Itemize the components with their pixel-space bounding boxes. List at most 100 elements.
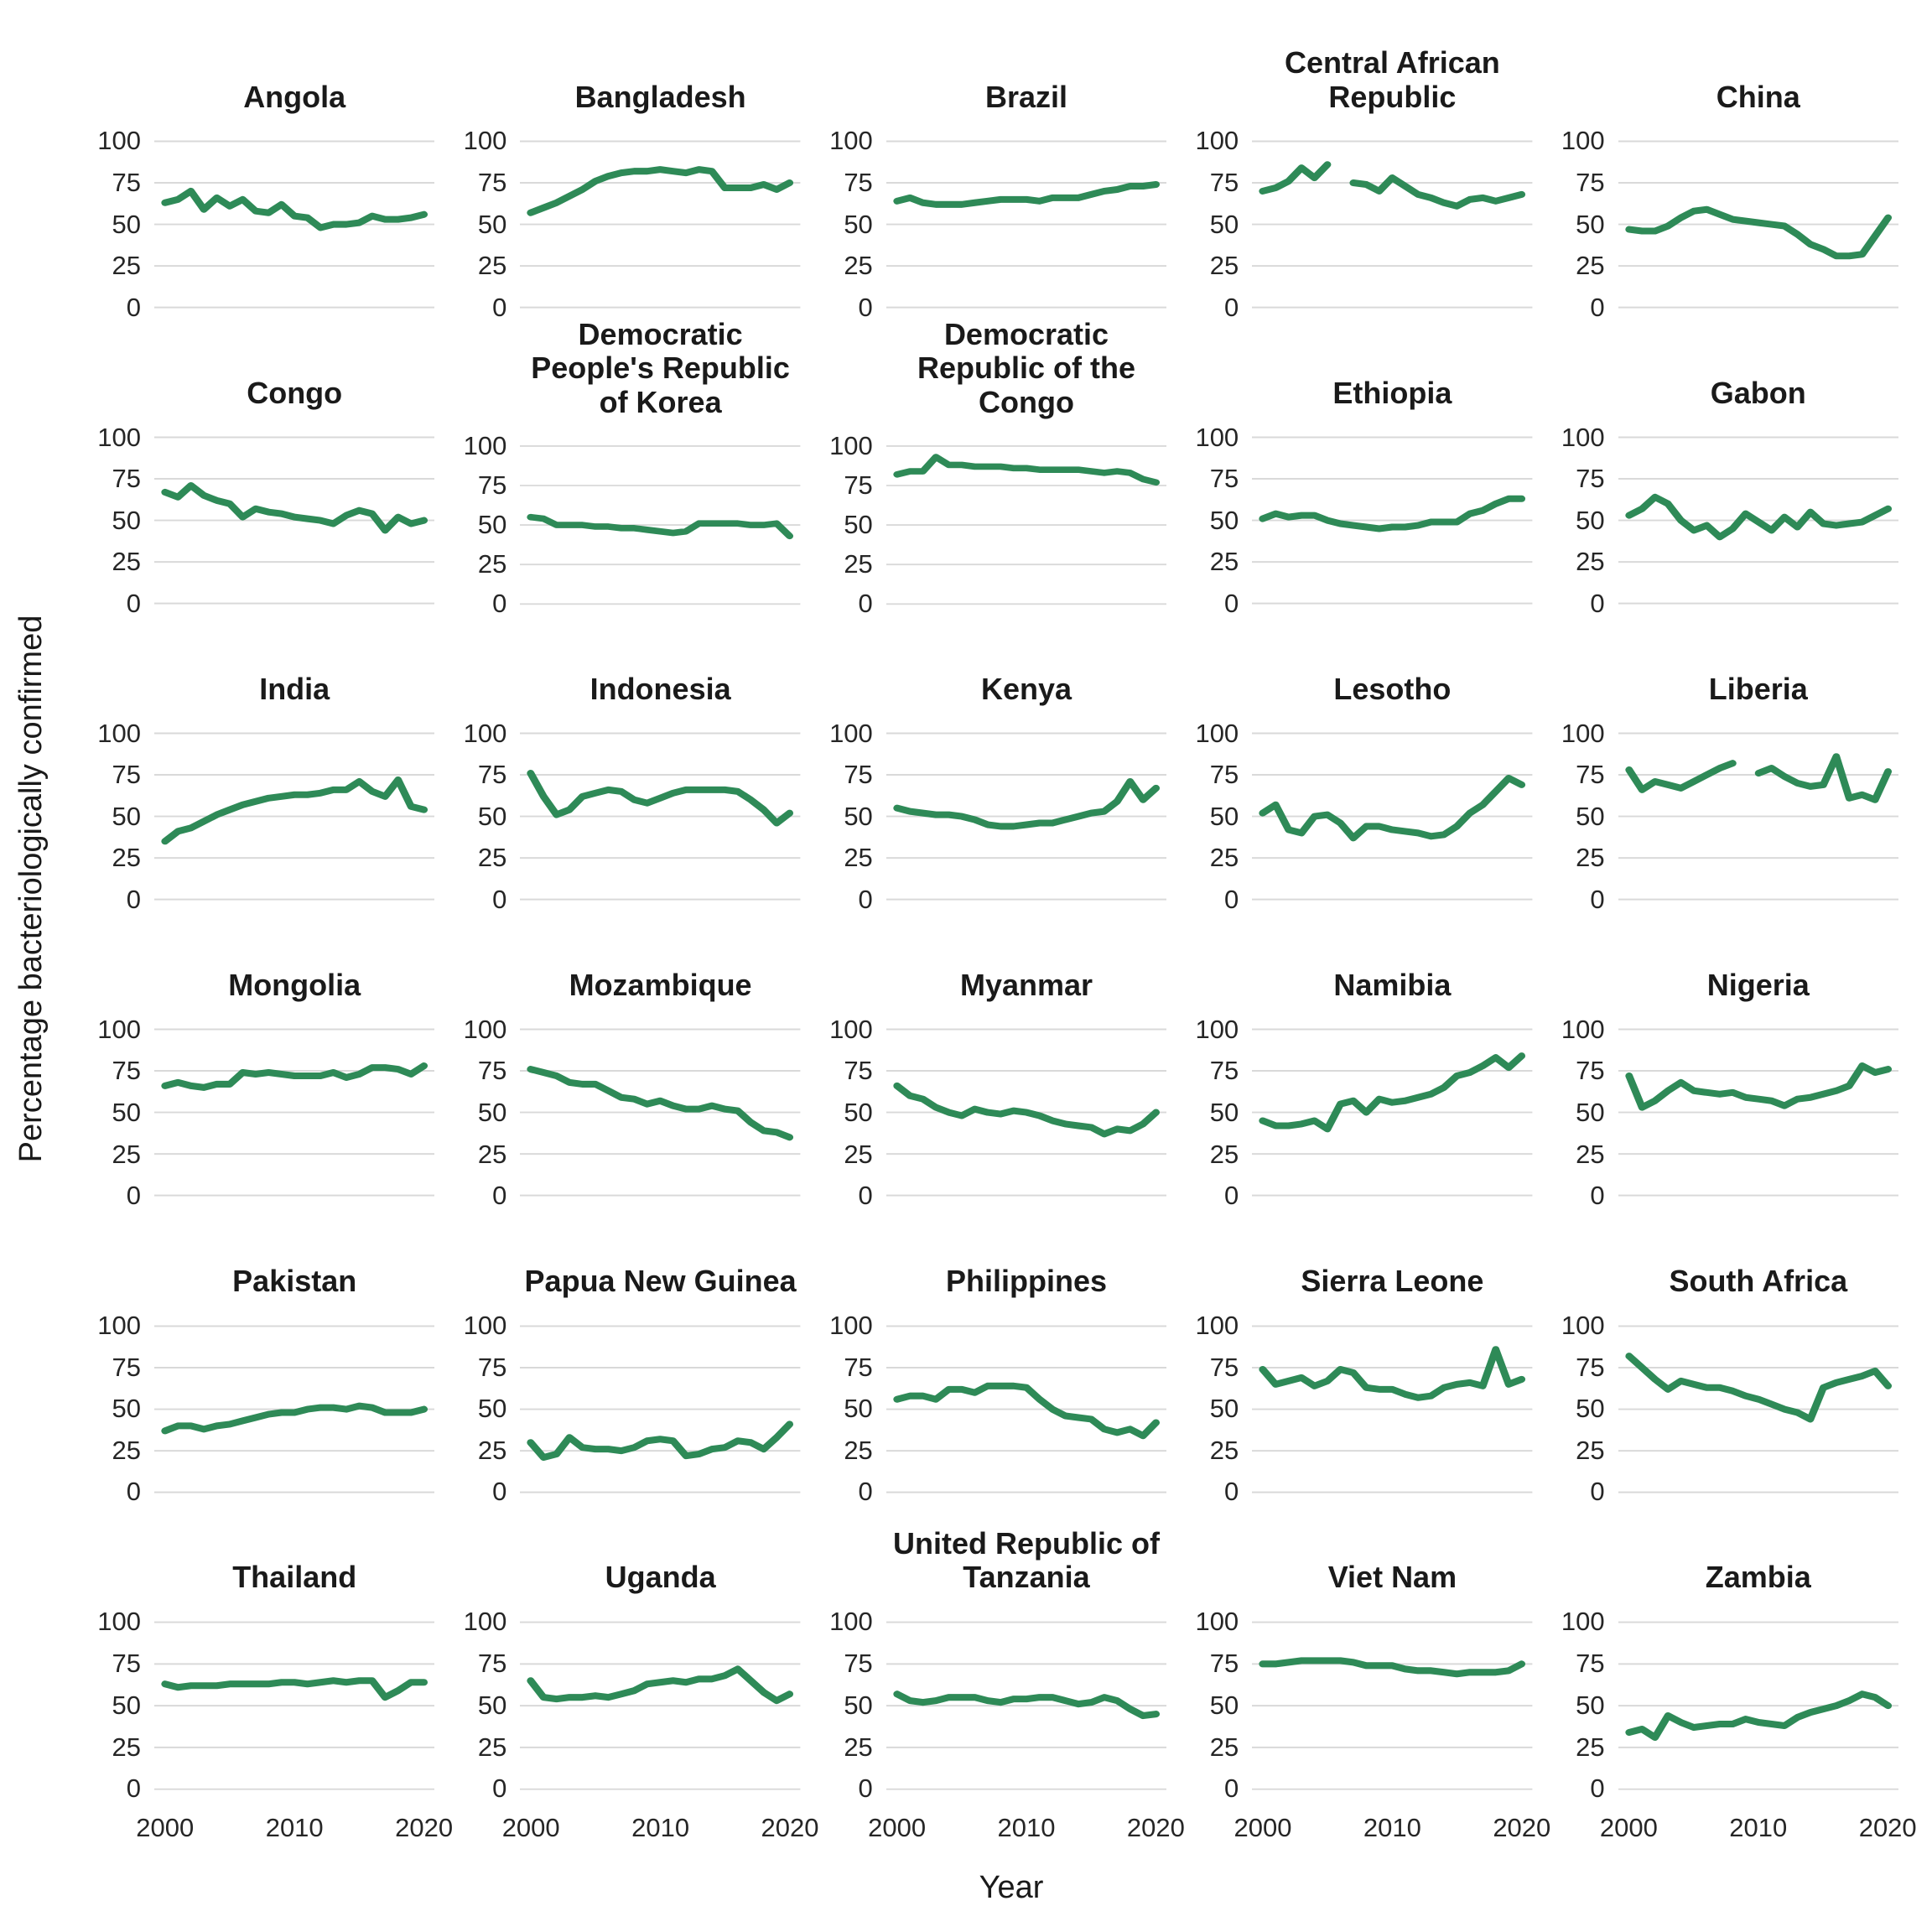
y-axis-ticks: 0 25 50 75 100 <box>439 1015 520 1210</box>
y-tick-label: 0 <box>126 884 141 914</box>
y-tick-label: 50 <box>844 510 873 540</box>
facet-plot-area: 0 25 50 75 100 <box>806 126 1167 322</box>
facet-sierra-leone: Sierra Leone 0 25 50 75 100 <box>1171 1207 1533 1506</box>
plot-panel <box>520 436 801 614</box>
line-chart <box>1618 1325 1898 1493</box>
data-line <box>1624 1062 1892 1112</box>
line-chart <box>1252 732 1533 901</box>
x-tick-label: 2010 <box>265 1813 324 1842</box>
y-tick-label: 25 <box>1576 1435 1605 1465</box>
line-chart <box>886 1621 1167 1790</box>
facet-democratic-republic-of-the-congo: Democratic Republic of the Congo 0 25 50 75… <box>806 317 1167 618</box>
line-chart <box>154 1325 435 1493</box>
y-tick-label: 100 <box>1561 422 1605 452</box>
y-tick-label: 25 <box>1576 843 1605 873</box>
plot-panel <box>1618 1612 1898 1800</box>
y-tick-label: 25 <box>477 1435 507 1465</box>
y-tick-label: 75 <box>112 168 141 198</box>
facet-title: Papua New Guinea <box>524 1264 797 1299</box>
plot-panel <box>886 1316 1167 1503</box>
facet-title: Viet Nam <box>1327 1560 1457 1595</box>
line-chart <box>520 732 801 901</box>
y-tick-label: 0 <box>492 1477 507 1507</box>
y-tick-label: 25 <box>112 1139 141 1169</box>
y-tick-label: 0 <box>126 1774 141 1804</box>
y-axis-ticks: 0 25 50 75 100 <box>1171 126 1252 321</box>
facet-title: Kenya <box>980 671 1072 706</box>
y-tick-label: 50 <box>112 505 141 535</box>
x-axis-title: Year <box>979 1869 1044 1905</box>
line-chart <box>886 732 1167 901</box>
y-tick-label: 25 <box>844 549 873 579</box>
plot-panel <box>1252 723 1533 910</box>
y-tick-label: 50 <box>1209 801 1239 831</box>
x-tick-label: 2000 <box>1599 1813 1658 1842</box>
y-tick-label: 100 <box>97 126 141 156</box>
facet-plot-area: 0 25 50 75 100 <box>1538 1015 1898 1210</box>
y-tick-label: 75 <box>112 1056 141 1086</box>
x-tick-label: 2020 <box>1493 1813 1551 1842</box>
data-line <box>527 770 794 827</box>
y-tick-label: 100 <box>97 1311 141 1341</box>
y-tick-label: 75 <box>112 1352 141 1382</box>
facet-plot-area: 0 25 50 75 100 <box>806 1311 1167 1506</box>
x-tick-label: 2020 <box>395 1813 454 1842</box>
x-axis-ticks: 2000 2010 2020 <box>1233 1800 1550 1855</box>
facet-title: Zambia <box>1705 1560 1811 1595</box>
plot-panel <box>1252 131 1533 318</box>
line-chart <box>1252 1028 1533 1197</box>
y-tick-label: 50 <box>1576 1690 1605 1720</box>
facet-plot-area: 0 25 50 75 100 <box>74 1311 435 1506</box>
facet-plot-area: 0 25 50 75 100 <box>806 719 1167 914</box>
y-tick-label: 25 <box>1209 843 1239 873</box>
facet-title: Pakistan <box>232 1264 357 1299</box>
y-tick-label: 75 <box>1209 1649 1239 1679</box>
facet-mongolia: Mongolia 0 25 50 75 100 <box>74 910 435 1210</box>
y-tick-label: 100 <box>97 1607 141 1637</box>
facet-title: China <box>1716 79 1800 114</box>
line-chart <box>520 1028 801 1197</box>
y-axis-ticks: 0 25 50 75 100 <box>439 1311 520 1506</box>
facet-plot-area: 0 25 50 75 100 <box>1538 1311 1898 1506</box>
y-tick-label: 50 <box>844 801 873 831</box>
plot-panel <box>154 427 435 614</box>
y-axis-ticks: 0 25 50 75 100 <box>1538 1015 1618 1210</box>
x-tick-label: 2000 <box>136 1813 195 1842</box>
y-tick-label: 100 <box>829 1014 873 1044</box>
y-tick-label: 25 <box>1576 1139 1605 1169</box>
y-axis-ticks: 0 25 50 75 100 <box>439 431 520 618</box>
y-axis-ticks: 0 25 50 75 100 <box>439 126 520 321</box>
facet-title: Myanmar <box>959 968 1093 1003</box>
plot-panel <box>1618 723 1898 910</box>
plot-panel <box>154 1019 435 1206</box>
facet-title: Democratic People's Republic of Korea <box>531 317 790 419</box>
y-tick-label: 0 <box>1223 292 1239 322</box>
facet-title: Bangladesh <box>574 79 746 114</box>
y-tick-label: 50 <box>844 1098 873 1128</box>
x-axis-ticks: 2000 2010 2020 <box>502 1800 819 1855</box>
line-chart <box>1618 1621 1898 1790</box>
y-tick-label: 50 <box>112 1394 141 1424</box>
facet-title: Gabon <box>1710 375 1806 410</box>
y-tick-label: 75 <box>477 470 507 501</box>
x-tick-label: 2020 <box>1858 1813 1917 1842</box>
y-axis-ticks: 0 25 50 75 100 <box>806 431 886 618</box>
data-line <box>893 1690 1160 1719</box>
y-tick-label: 0 <box>858 292 873 322</box>
facet-viet-nam: Viet Nam 0 25 50 75 100 2000 2010 2020 <box>1171 1503 1550 1855</box>
y-tick-label: 100 <box>1561 126 1605 156</box>
facet-title: Thailand <box>232 1560 357 1595</box>
facet-title: Angola <box>243 79 346 114</box>
data-line <box>1624 205 1892 260</box>
data-line <box>1259 495 1526 532</box>
data-line <box>1259 161 1526 210</box>
facet-angola: Angola 0 25 50 75 100 <box>74 22 435 322</box>
facet-south-africa: South Africa 0 25 50 75 100 <box>1538 1207 1898 1506</box>
facet-title: Democratic Republic of the Congo <box>917 317 1135 419</box>
facet-plot-area: 0 25 50 75 100 <box>74 1015 435 1210</box>
y-tick-label: 50 <box>477 510 507 540</box>
y-tick-label: 50 <box>1576 505 1605 535</box>
y-tick-label: 100 <box>829 430 873 460</box>
y-tick-label: 100 <box>97 1014 141 1044</box>
facet-title: Sierra Leone <box>1301 1264 1484 1299</box>
